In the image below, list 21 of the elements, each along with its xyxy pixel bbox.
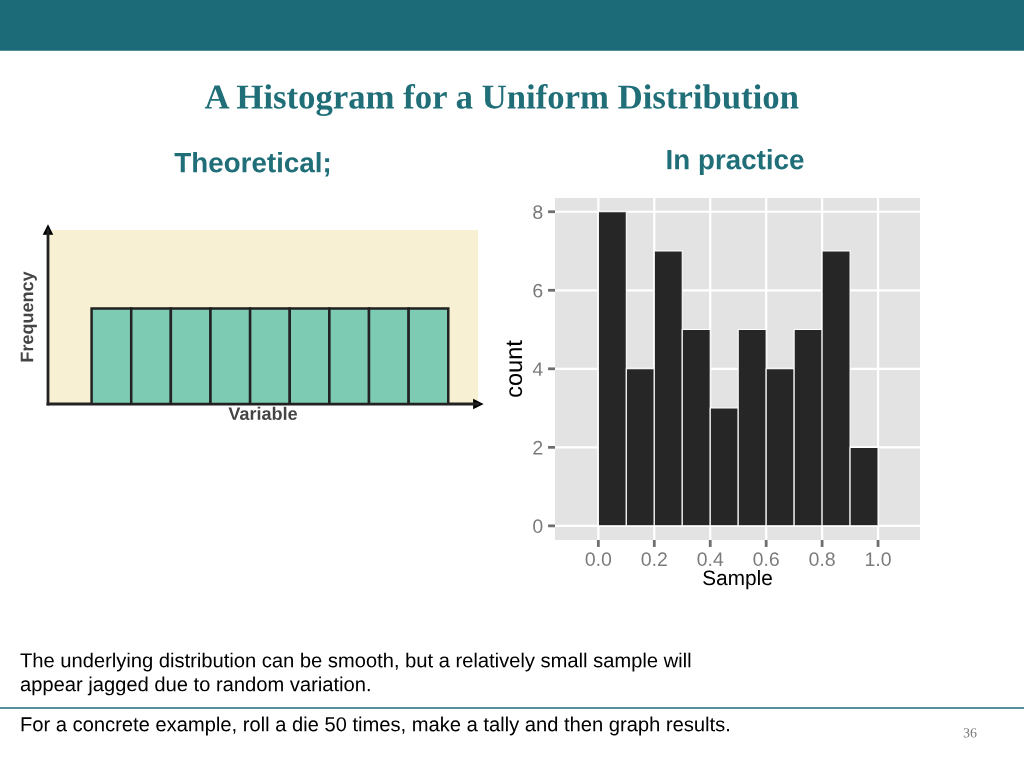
text: 36 (963, 728, 977, 738)
x-axis-title: Sample (703, 569, 772, 590)
chart-title: A Histogram for a Uniform Distribution (204, 83, 799, 117)
y-tick-label: 8 (533, 205, 543, 219)
chart-subtitle: Theoretical; (174, 152, 330, 177)
x-tick-label: 1.0 (866, 552, 891, 567)
y-tick-label: 4 (532, 362, 543, 376)
x-tick-label: 0.6 (753, 552, 779, 567)
y-tick-label: 2 (533, 440, 543, 455)
text: For a concrete example, roll a die 50 times, make a tally and then graph results. (21, 716, 729, 736)
y-tick-label: 0 (533, 519, 543, 534)
x-axis-title: Variable (228, 406, 298, 421)
x-tick-label: 0.8 (809, 552, 835, 567)
y-axis-title: count (506, 340, 523, 397)
x-tick-label: 0.2 (641, 552, 667, 567)
chart-title: In practice (667, 149, 804, 175)
y-axis-title: Frequency (20, 271, 37, 362)
text: The underlying distribution can be smooth, but a relatively small sample will appear jagged due to random variation. (20, 652, 691, 696)
x-tick-label: 0.0 (585, 552, 612, 567)
y-tick-label: 6 (533, 283, 543, 298)
x-tick-label: 0.4 (697, 552, 724, 567)
